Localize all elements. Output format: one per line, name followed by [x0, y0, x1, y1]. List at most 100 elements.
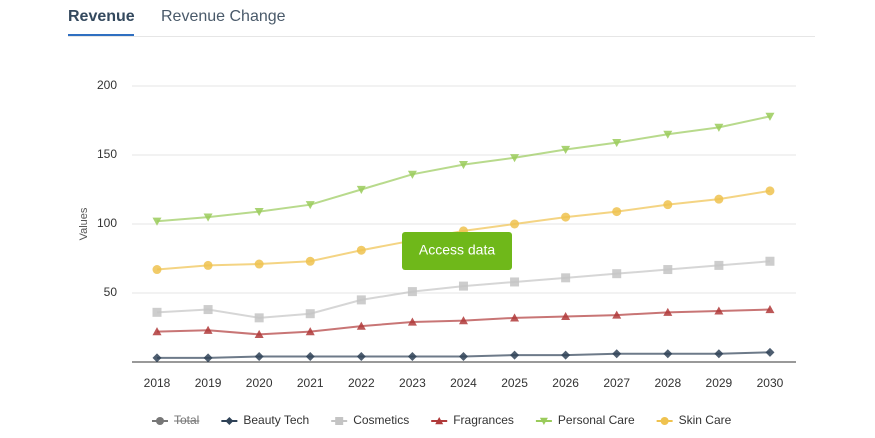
marker — [152, 307, 162, 317]
marker — [561, 350, 571, 360]
marker — [356, 321, 366, 330]
x-tick-label: 2028 — [654, 376, 681, 390]
access-data-button[interactable] — [402, 232, 512, 270]
marker — [663, 265, 673, 275]
tab[interactable]: Revenue — [68, 8, 135, 25]
marker — [458, 316, 468, 325]
marker — [561, 311, 571, 321]
marker — [225, 417, 234, 425]
tab[interactable]: Revenue Change — [161, 8, 286, 25]
y-tick-label: 50 — [104, 285, 118, 299]
marker — [458, 351, 468, 361]
marker — [254, 329, 264, 338]
marker — [663, 349, 673, 359]
legend-label[interactable]: Cosmetics — [353, 413, 409, 427]
marker — [663, 130, 673, 139]
x-tick-label: 2019 — [195, 376, 222, 390]
marker — [203, 325, 213, 334]
marker — [663, 307, 673, 316]
x-tick-label: 2021 — [297, 376, 324, 390]
active-tab-underline — [68, 34, 134, 36]
marker — [407, 317, 417, 326]
marker — [458, 281, 468, 291]
marker — [539, 417, 548, 425]
marker — [356, 351, 366, 361]
marker — [152, 353, 162, 363]
marker — [510, 219, 520, 229]
legend-label[interactable]: Fragrances — [453, 413, 514, 427]
marker — [663, 200, 673, 210]
legend-label[interactable]: Beauty Tech — [243, 413, 309, 427]
marker — [510, 313, 520, 322]
marker — [305, 351, 315, 361]
marker — [765, 186, 775, 196]
marker — [407, 351, 417, 361]
marker — [612, 138, 622, 148]
marker — [356, 295, 366, 305]
y-axis-label: Values — [78, 207, 90, 240]
marker — [356, 185, 366, 194]
marker — [612, 310, 622, 319]
marker — [510, 350, 520, 360]
marker — [305, 309, 315, 319]
marker — [407, 287, 417, 297]
marker — [612, 349, 622, 359]
legend-label[interactable]: Personal Care — [558, 413, 635, 427]
marker — [561, 145, 571, 154]
legend-label[interactable]: Skin Care — [679, 413, 732, 427]
x-tick-label: 2027 — [603, 376, 630, 390]
x-tick-label: 2026 — [552, 376, 579, 390]
marker — [305, 201, 315, 210]
marker — [612, 207, 622, 217]
marker — [510, 277, 520, 287]
marker — [254, 259, 264, 269]
marker — [714, 260, 724, 270]
marker — [714, 349, 724, 359]
marker — [765, 305, 775, 314]
marker — [203, 305, 213, 315]
x-tick-label: 2030 — [757, 376, 784, 390]
marker — [203, 353, 213, 363]
x-tick-label: 2018 — [144, 376, 171, 390]
marker — [561, 212, 571, 222]
marker — [152, 217, 162, 226]
marker — [765, 112, 775, 121]
marker — [254, 313, 264, 323]
marker — [203, 260, 213, 270]
marker — [714, 306, 724, 315]
marker — [254, 207, 264, 217]
marker — [714, 194, 724, 204]
marker — [305, 256, 315, 266]
marker — [714, 123, 724, 132]
marker — [305, 327, 315, 336]
y-tick-label: 100 — [97, 216, 117, 230]
x-tick-label: 2023 — [399, 376, 426, 390]
marker — [335, 417, 344, 425]
marker — [152, 327, 162, 336]
marker — [156, 417, 164, 425]
marker — [254, 351, 264, 361]
x-tick-label: 2029 — [706, 376, 733, 390]
marker — [203, 213, 213, 222]
marker — [561, 273, 571, 283]
y-tick-label: 150 — [97, 147, 117, 161]
access-data-label[interactable]: Access data — [419, 242, 495, 258]
x-tick-label: 2022 — [348, 376, 375, 390]
marker — [152, 265, 162, 275]
marker — [458, 161, 468, 170]
marker — [510, 154, 520, 163]
marker — [407, 170, 417, 179]
y-tick-label: 200 — [97, 78, 117, 92]
marker — [765, 347, 775, 357]
marker — [660, 417, 669, 425]
legend-label[interactable]: Total — [174, 413, 199, 427]
x-tick-label: 2024 — [450, 376, 477, 390]
marker — [356, 245, 366, 255]
x-tick-label: 2025 — [501, 376, 528, 390]
marker — [435, 417, 444, 425]
x-tick-label: 2020 — [246, 376, 273, 390]
marker — [765, 256, 775, 266]
marker — [612, 269, 622, 279]
